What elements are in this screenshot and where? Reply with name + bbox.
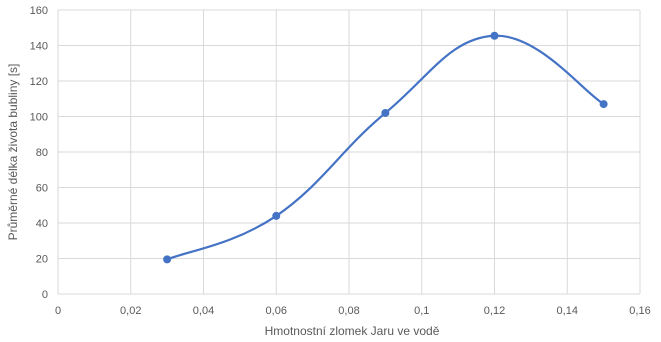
x-tick-label: 0,06 [266, 305, 287, 317]
x-tick-label: 0,14 [557, 305, 578, 317]
x-tick-label: 0,16 [629, 305, 650, 317]
x-axis-title: Hmotnostní zlomek Jaru ve vodě [265, 324, 440, 338]
y-tick-label: 140 [30, 41, 48, 53]
data-point [381, 108, 390, 117]
data-point [599, 100, 608, 109]
y-tick-label: 80 [36, 147, 48, 159]
y-tick-label: 60 [36, 183, 48, 195]
y-tick-label: 0 [42, 289, 48, 301]
x-tick-label: 0 [55, 305, 61, 317]
x-tick-labels: 0 0,02 0,04 0,06 0,08 0,1 0,12 0,14 0,16 [55, 305, 651, 317]
x-tick-label: 0,02 [120, 305, 141, 317]
x-tick-label: 0,1 [414, 305, 429, 317]
y-tick-label: 160 [30, 5, 48, 17]
y-gridlines [58, 9, 640, 295]
x-tick-label: 0,12 [484, 305, 505, 317]
data-point [163, 255, 172, 264]
y-tick-label: 100 [30, 112, 48, 124]
y-tick-labels: 0 20 40 60 80 100 120 140 160 [30, 5, 48, 301]
y-tick-label: 120 [30, 76, 48, 88]
data-point [490, 31, 499, 40]
y-tick-label: 40 [36, 218, 48, 230]
y-axis-title: Průměrné délka života bubliny [s] [6, 64, 20, 241]
series-layer [163, 31, 608, 264]
x-tick-label: 0,08 [338, 305, 359, 317]
x-tick-label: 0,04 [193, 305, 214, 317]
data-point [272, 211, 281, 220]
y-tick-label: 20 [36, 254, 48, 266]
series-line [166, 34, 605, 261]
